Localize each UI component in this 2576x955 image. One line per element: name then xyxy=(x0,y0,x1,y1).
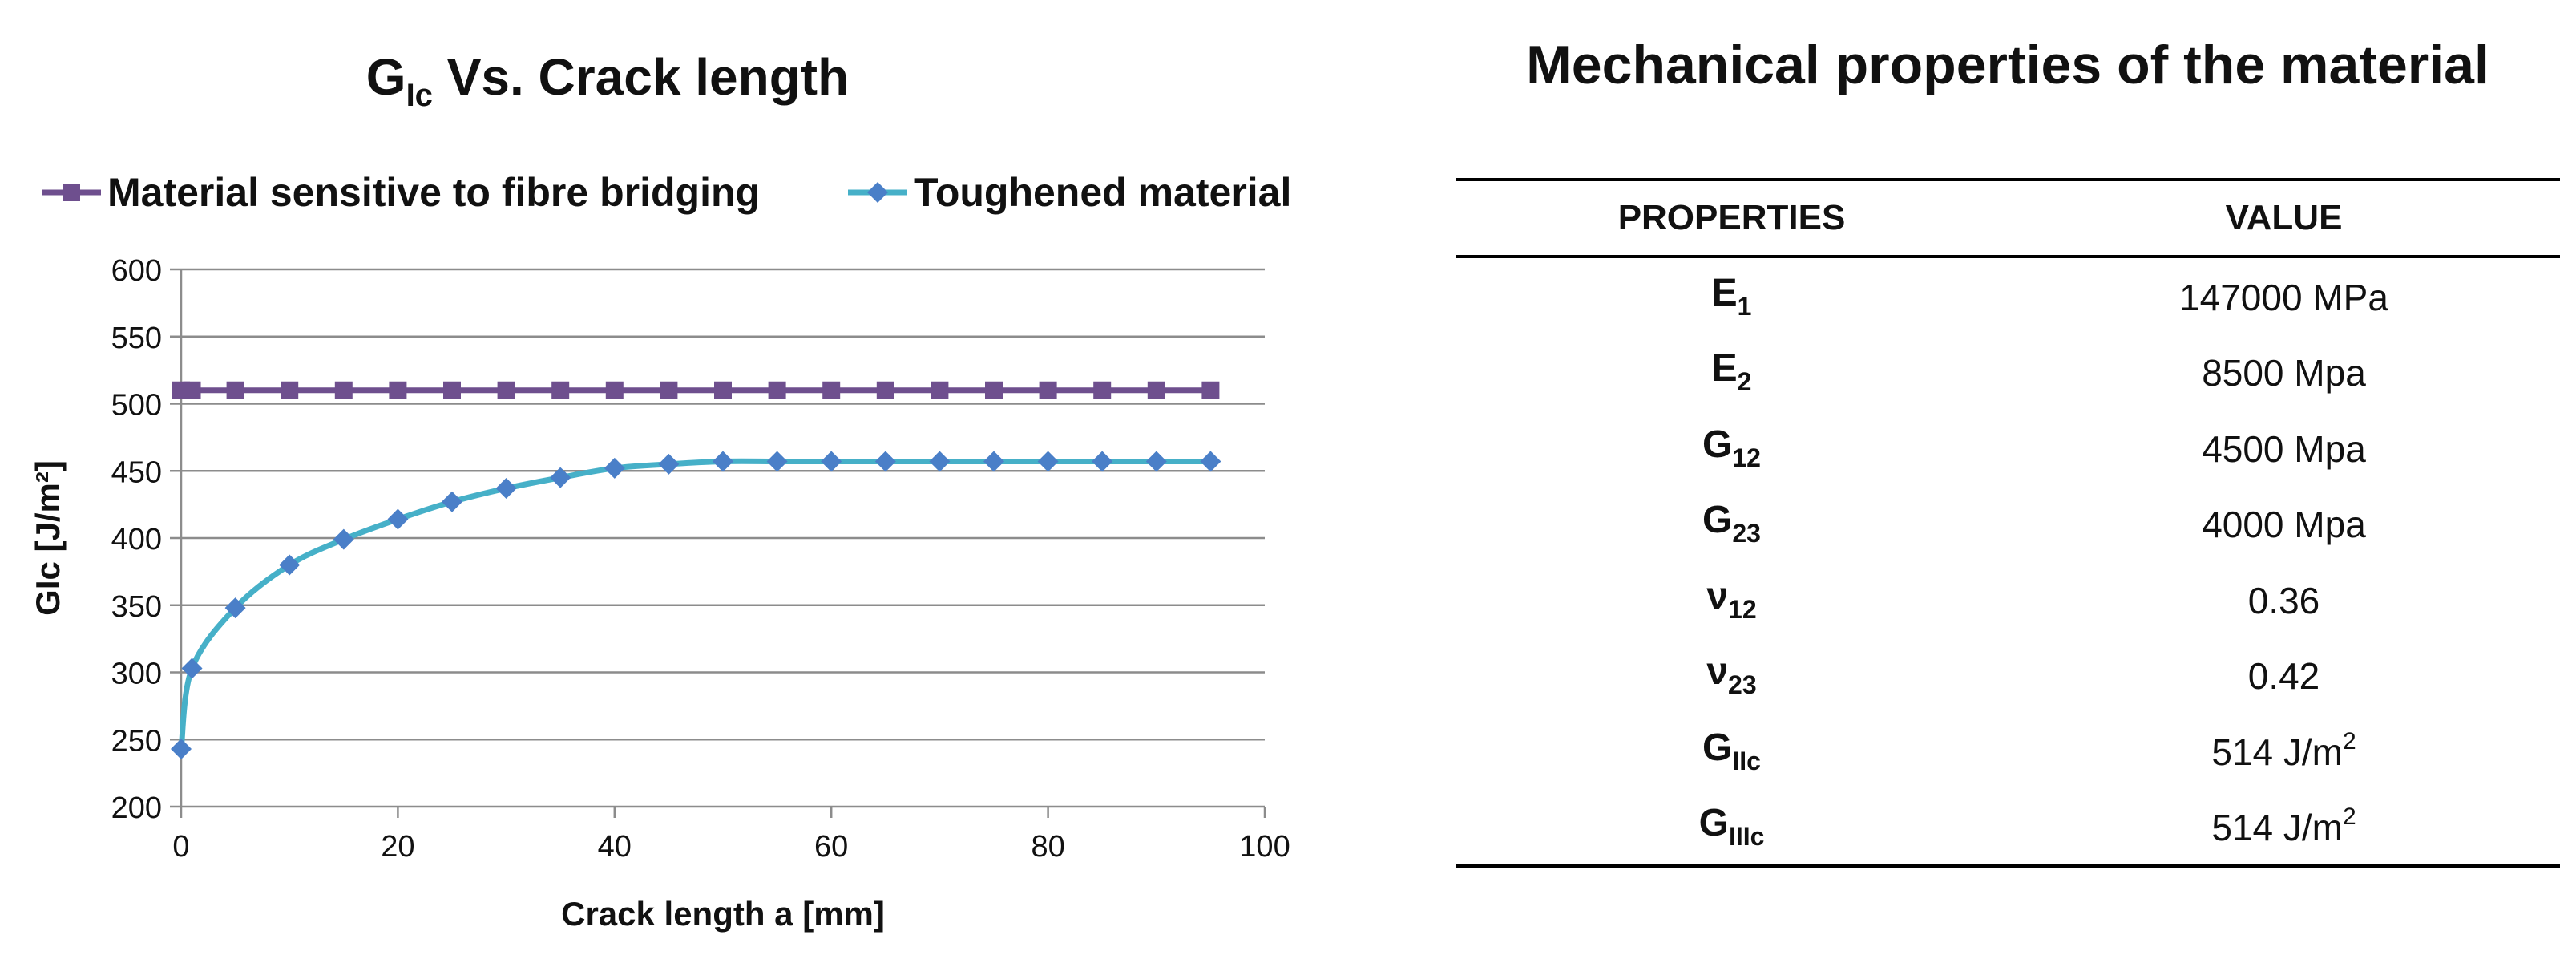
property-cell: ν12 xyxy=(1706,574,1757,624)
chart-title: GIc Vs. Crack length xyxy=(366,48,849,113)
data-point xyxy=(226,381,244,399)
table-row: GIIIc 514 J/m2 xyxy=(1456,789,2560,866)
data-point xyxy=(550,467,571,488)
value-cell: 4500 Mpa xyxy=(2202,427,2366,470)
table-row: ν23 0.42 xyxy=(1456,637,2560,714)
table-row: GIIc 514 J/m2 xyxy=(1456,713,2560,789)
data-point xyxy=(821,451,842,472)
data-point xyxy=(1147,381,1165,399)
data-point xyxy=(1039,381,1057,399)
data-point xyxy=(389,381,407,399)
y-tick-label: 400 xyxy=(111,523,162,556)
y-axis-label: GIc [J/m²] xyxy=(29,460,67,616)
y-tick-label: 250 xyxy=(111,724,162,758)
data-point xyxy=(929,451,951,472)
data-point xyxy=(605,381,624,399)
data-point xyxy=(604,457,625,479)
property-cell: GIIc xyxy=(1702,726,1761,775)
value-cell: 147000 MPa xyxy=(2179,276,2388,318)
legend-label: Toughened material xyxy=(914,170,1291,215)
data-point xyxy=(334,381,353,399)
data-point xyxy=(985,381,1003,399)
data-point xyxy=(181,658,203,679)
x-axis-label: Crack length a [mm] xyxy=(561,895,885,933)
data-point xyxy=(333,528,354,550)
chart: GIc Vs. Crack length20025030035040045050… xyxy=(29,48,1291,933)
table-row: G23 4000 Mpa xyxy=(1456,486,2560,562)
data-point xyxy=(551,381,570,399)
properties-panel: Mechanical properties of the material PR… xyxy=(1456,0,2560,955)
data-point xyxy=(1200,451,1221,472)
x-tick-label: 100 xyxy=(1239,830,1290,864)
data-point xyxy=(983,451,1004,472)
header-properties: PROPERTIES xyxy=(1617,198,1846,237)
series-fibre-bridging xyxy=(172,381,1220,399)
data-point xyxy=(1201,381,1220,399)
property-cell: G23 xyxy=(1702,499,1761,548)
data-point xyxy=(660,381,678,399)
header-value: VALUE xyxy=(2225,198,2343,237)
data-point xyxy=(442,491,462,512)
data-point xyxy=(713,451,733,472)
data-point xyxy=(171,738,192,759)
table-row: G12 4500 Mpa xyxy=(1456,410,2560,486)
value-cell: 0.36 xyxy=(2247,579,2320,621)
y-tick-label: 300 xyxy=(111,658,162,691)
data-point xyxy=(768,381,786,399)
data-point xyxy=(1093,381,1112,399)
data-point xyxy=(714,381,732,399)
data-point xyxy=(279,554,301,576)
data-point xyxy=(183,381,201,399)
data-point xyxy=(1145,451,1167,472)
table-header-row: PROPERTIES VALUE xyxy=(1456,180,2560,257)
legend-marker-square xyxy=(63,184,80,201)
properties-table: PROPERTIES VALUE E1 147000 MPa E2 8500 M… xyxy=(1456,178,2560,868)
data-point xyxy=(822,381,841,399)
data-point xyxy=(495,478,517,500)
x-tick-label: 40 xyxy=(598,830,632,864)
value-cell: 514 J/m2 xyxy=(2211,803,2356,849)
x-tick-label: 20 xyxy=(381,830,414,864)
y-tick-label: 200 xyxy=(111,791,162,825)
data-point xyxy=(224,597,246,619)
data-point xyxy=(1092,451,1113,472)
table-row: E2 8500 Mpa xyxy=(1456,334,2560,411)
y-tick-label: 600 xyxy=(111,254,162,288)
property-cell: GIIIc xyxy=(1698,802,1765,852)
table-row: ν12 0.36 xyxy=(1456,561,2560,637)
data-point xyxy=(387,508,409,530)
legend-marker-diamond xyxy=(867,182,888,203)
y-tick-label: 500 xyxy=(111,389,162,423)
property-cell: ν23 xyxy=(1706,650,1757,700)
x-tick-label: 80 xyxy=(1031,830,1064,864)
property-cell: E2 xyxy=(1711,347,1752,397)
y-tick-label: 350 xyxy=(111,590,162,624)
data-point xyxy=(443,381,461,399)
value-cell: 0.42 xyxy=(2247,655,2320,698)
data-point xyxy=(658,453,680,475)
series-toughened xyxy=(171,451,1221,759)
data-point xyxy=(1037,451,1059,472)
x-tick-label: 60 xyxy=(814,830,848,864)
y-tick-label: 450 xyxy=(111,455,162,489)
property-cell: E1 xyxy=(1711,271,1752,321)
value-cell: 514 J/m2 xyxy=(2211,727,2356,773)
data-point xyxy=(874,451,896,472)
data-point xyxy=(497,381,515,399)
table-row: E1 147000 MPa xyxy=(1456,257,2560,334)
y-tick-label: 550 xyxy=(111,322,162,355)
data-point xyxy=(876,381,894,399)
table-title: Mechanical properties of the material xyxy=(1526,34,2489,95)
value-cell: 8500 Mpa xyxy=(2202,352,2366,395)
value-cell: 4000 Mpa xyxy=(2202,504,2366,546)
property-cell: G12 xyxy=(1702,423,1761,472)
legend: Material sensitive to fibre bridging Toug… xyxy=(42,170,1291,215)
legend-label: Material sensitive to fibre bridging xyxy=(107,170,760,215)
data-point xyxy=(281,381,299,399)
x-tick-label: 0 xyxy=(172,830,189,864)
data-point xyxy=(766,451,788,472)
data-point xyxy=(931,381,949,399)
